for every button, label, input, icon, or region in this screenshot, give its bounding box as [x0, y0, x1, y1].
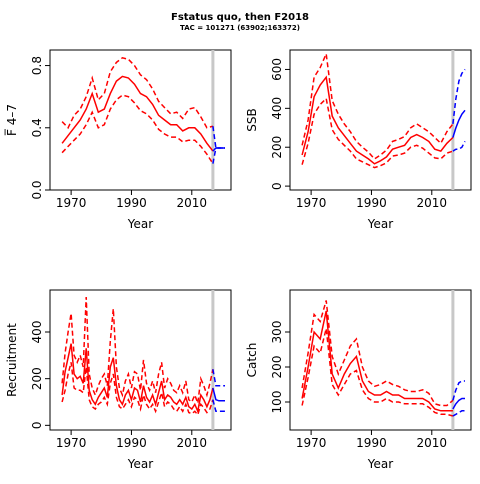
y-axis-label: Catch [245, 343, 259, 378]
plot-frame [49, 289, 232, 431]
x-tick-label: 2010 [417, 436, 448, 450]
y-tick-label: 0 [270, 182, 284, 190]
historic-lower-line [301, 328, 454, 417]
projection-median-line [452, 397, 465, 410]
historic-upper-line [61, 296, 214, 404]
historic-median-line [301, 75, 454, 165]
y-tick-label: 400 [270, 97, 284, 120]
projection-upper-line [212, 126, 225, 149]
historic-upper-line [61, 56, 214, 130]
y-tick-label: 200 [30, 367, 44, 390]
historic-lower-line [301, 97, 454, 169]
x-tick-label: 2010 [177, 196, 208, 210]
y-axis-label: F̅ 4–7 [4, 104, 19, 136]
x-tick-label: 2010 [177, 436, 208, 450]
projection-median-line [212, 387, 225, 402]
y-tick-label: 0.0 [30, 180, 44, 199]
projection-upper-line [212, 369, 225, 387]
ssb-panel: 1970 1990 2010 0 200 400 600 Year SSB [245, 49, 472, 231]
x-axis-label: Year [367, 217, 393, 231]
x-tick-label: 1970 [56, 196, 87, 210]
x-axis-label: Year [127, 217, 153, 231]
x-tick-label: 1990 [116, 196, 147, 210]
plot-frame [289, 289, 472, 431]
projection-lower-line [452, 141, 466, 152]
projection-lower-line [212, 147, 225, 164]
historic-upper-line [301, 300, 454, 407]
historic-lower-line [61, 94, 214, 165]
projection-median-line [452, 109, 466, 138]
x-tick-label: 1990 [356, 196, 387, 210]
x-axis-label: Year [127, 457, 153, 471]
historic-median-line [301, 310, 453, 412]
x-tick-label: 2010 [417, 196, 448, 210]
projection-lower-line [212, 399, 225, 413]
projection-median-line [212, 147, 225, 152]
y-tick-label: 400 [30, 321, 44, 344]
historic-lower-line [61, 362, 214, 417]
x-tick-label: 1990 [116, 436, 147, 450]
x-tick-label: 1970 [56, 436, 87, 450]
plot-frame [289, 49, 472, 191]
y-tick-label: 200 [270, 136, 284, 159]
projection-lower-line [452, 410, 465, 417]
plot-frame [49, 49, 232, 191]
historic-median-line [61, 75, 214, 152]
historic-median-line [61, 343, 214, 414]
y-tick-label: 300 [270, 321, 284, 344]
figure-title: Fstatus quo, then F2018 [171, 12, 309, 23]
x-tick-label: 1990 [356, 436, 387, 450]
y-tick-label: 100 [270, 391, 284, 414]
recruitment-panel: 1970 1990 2010 0 200 400 Year Recruitment [5, 289, 232, 471]
x-tick-label: 1970 [296, 196, 327, 210]
y-tick-label: 0.8 [30, 56, 44, 75]
historic-upper-line [301, 51, 454, 160]
y-axis-label: Recruitment [5, 323, 19, 397]
y-tick-label: 600 [270, 58, 284, 81]
catch-panel: 1970 1990 2010 100 200 300 Year Catch [245, 289, 472, 471]
projection-upper-line [452, 68, 466, 124]
fbar-panel: 1970 1990 2010 0.0 0.4 0.8 Year F̅ 4–7 [4, 49, 232, 231]
x-axis-label: Year [367, 457, 393, 471]
y-tick-label: 0.4 [30, 118, 44, 137]
y-tick-label: 200 [270, 356, 284, 379]
y-axis-label: SSB [245, 108, 259, 131]
projection-upper-line [452, 380, 465, 401]
x-tick-label: 1970 [296, 436, 327, 450]
figure-subtitle: TAC = 101271 (63902;163372) [180, 24, 300, 32]
y-tick-label: 0 [30, 422, 44, 430]
